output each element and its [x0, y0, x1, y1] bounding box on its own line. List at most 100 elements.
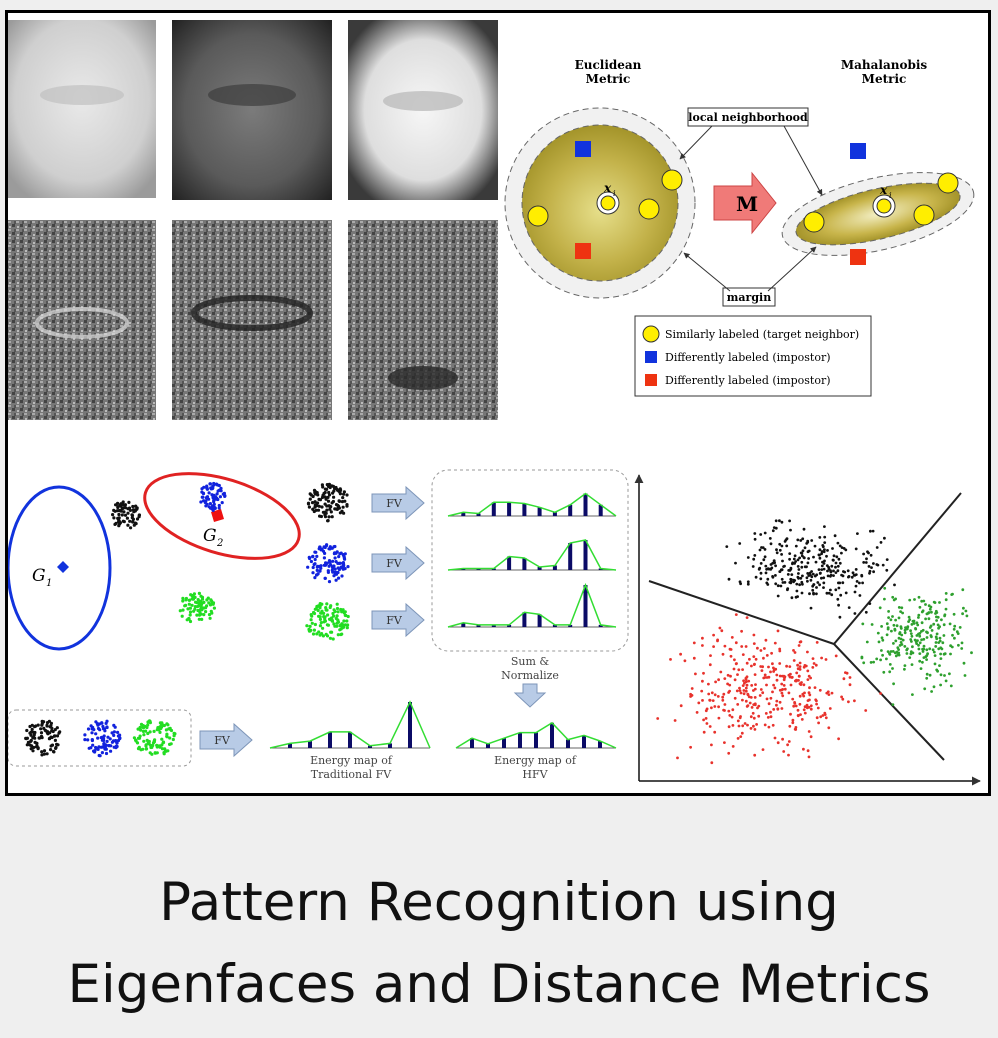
scatter-point	[885, 558, 889, 561]
scatter-point	[953, 624, 957, 628]
blob-dot	[313, 557, 317, 562]
scatter-point	[964, 609, 968, 613]
scatter-point	[766, 583, 770, 586]
scatter-point	[788, 569, 792, 572]
blob-dot	[345, 493, 349, 497]
blob-dot	[209, 598, 213, 602]
scatter-point	[796, 565, 800, 568]
scatter-point	[901, 638, 905, 642]
blob-dot	[326, 499, 331, 503]
blob-dot	[193, 607, 197, 611]
scatter-point	[892, 623, 896, 627]
blob-dot	[208, 482, 212, 486]
scatter-point	[745, 661, 749, 665]
scatter-point	[692, 656, 696, 660]
blob-dot	[340, 500, 344, 504]
blob-dot	[345, 619, 349, 623]
hist-bar	[583, 585, 588, 627]
blob-dot	[32, 735, 36, 739]
scatter-point	[925, 636, 929, 639]
hist-bar	[461, 512, 466, 517]
fv-arrow-shape	[371, 602, 425, 638]
scatter-point	[922, 647, 926, 651]
scatter-point	[689, 745, 692, 749]
scatter-point	[853, 699, 856, 703]
scatter-point	[812, 591, 815, 595]
scatter-point	[733, 696, 737, 700]
blob-dot	[325, 602, 329, 606]
scatter-point	[891, 595, 895, 599]
legend-impostor-red-label: Differently labeled (impostor)	[665, 374, 831, 387]
scatter-point	[942, 652, 946, 656]
blob-dot	[116, 517, 120, 521]
blob-dot	[212, 606, 216, 610]
scatter-point	[883, 586, 887, 590]
scatter-point	[806, 579, 809, 583]
scatter-point	[910, 663, 914, 666]
blob-dot	[345, 626, 349, 630]
scatter-point	[841, 697, 845, 701]
scatter-point	[903, 645, 907, 648]
blob-dot	[195, 613, 199, 617]
scatter-point	[746, 556, 750, 559]
scatter-point	[828, 707, 832, 710]
scatter-point	[941, 641, 945, 645]
blob-dot	[311, 494, 315, 499]
blob-dot	[212, 498, 216, 502]
scatter-point	[794, 726, 798, 729]
blob-dot	[331, 499, 335, 504]
blob-dot	[318, 624, 322, 628]
blob-dot	[325, 608, 329, 612]
blob-dot	[208, 616, 212, 620]
eigenface-4-glasses	[35, 307, 129, 339]
scatter-point	[752, 633, 756, 637]
scatter-point	[905, 652, 909, 655]
blob-dot	[337, 499, 342, 503]
scatter-point	[769, 542, 773, 546]
margin-label: margin	[727, 291, 771, 304]
scatter-point	[812, 583, 816, 586]
scatter-point	[818, 536, 822, 539]
blob-dot	[144, 747, 148, 751]
scatter-point	[869, 553, 873, 557]
blob-dot	[100, 721, 104, 725]
scatter-point	[754, 683, 757, 686]
scatter-point	[885, 568, 889, 572]
scatter-point	[731, 724, 735, 727]
scatter-point	[744, 686, 748, 690]
scatter-point	[723, 677, 727, 680]
blob-dot	[333, 567, 337, 571]
scatter-point	[783, 581, 787, 584]
scatter-point	[806, 540, 810, 544]
scatter-point	[937, 647, 941, 651]
blob-dot	[215, 492, 219, 496]
scatter-point	[754, 657, 758, 661]
scatter-point	[848, 683, 852, 687]
blob-dot	[190, 603, 194, 607]
scatter-point	[903, 631, 907, 635]
scatter-point	[792, 649, 795, 652]
blob-dot	[328, 605, 332, 610]
scatter-point	[824, 716, 828, 720]
blob-dot	[322, 620, 326, 624]
scatter-point	[826, 574, 830, 578]
scatter-point	[891, 667, 894, 670]
scatter-point	[737, 724, 741, 728]
blob-dot	[335, 550, 339, 554]
scatter-point	[728, 683, 732, 687]
euclidean-target-2	[638, 198, 660, 220]
scatter-point	[921, 609, 925, 613]
scatter-point	[952, 612, 956, 616]
blob-dot	[194, 600, 198, 604]
scatter-point	[781, 559, 784, 563]
scatter-point	[748, 657, 751, 661]
scatter-point	[785, 664, 788, 668]
hist-bar	[583, 540, 588, 570]
scatter-point	[802, 747, 805, 751]
scatter-point	[912, 622, 916, 625]
blob-dot	[197, 591, 201, 596]
scatter-point	[823, 525, 826, 528]
hist-bar	[582, 735, 586, 748]
scatter-point	[820, 576, 823, 580]
scatter-point	[725, 545, 729, 548]
